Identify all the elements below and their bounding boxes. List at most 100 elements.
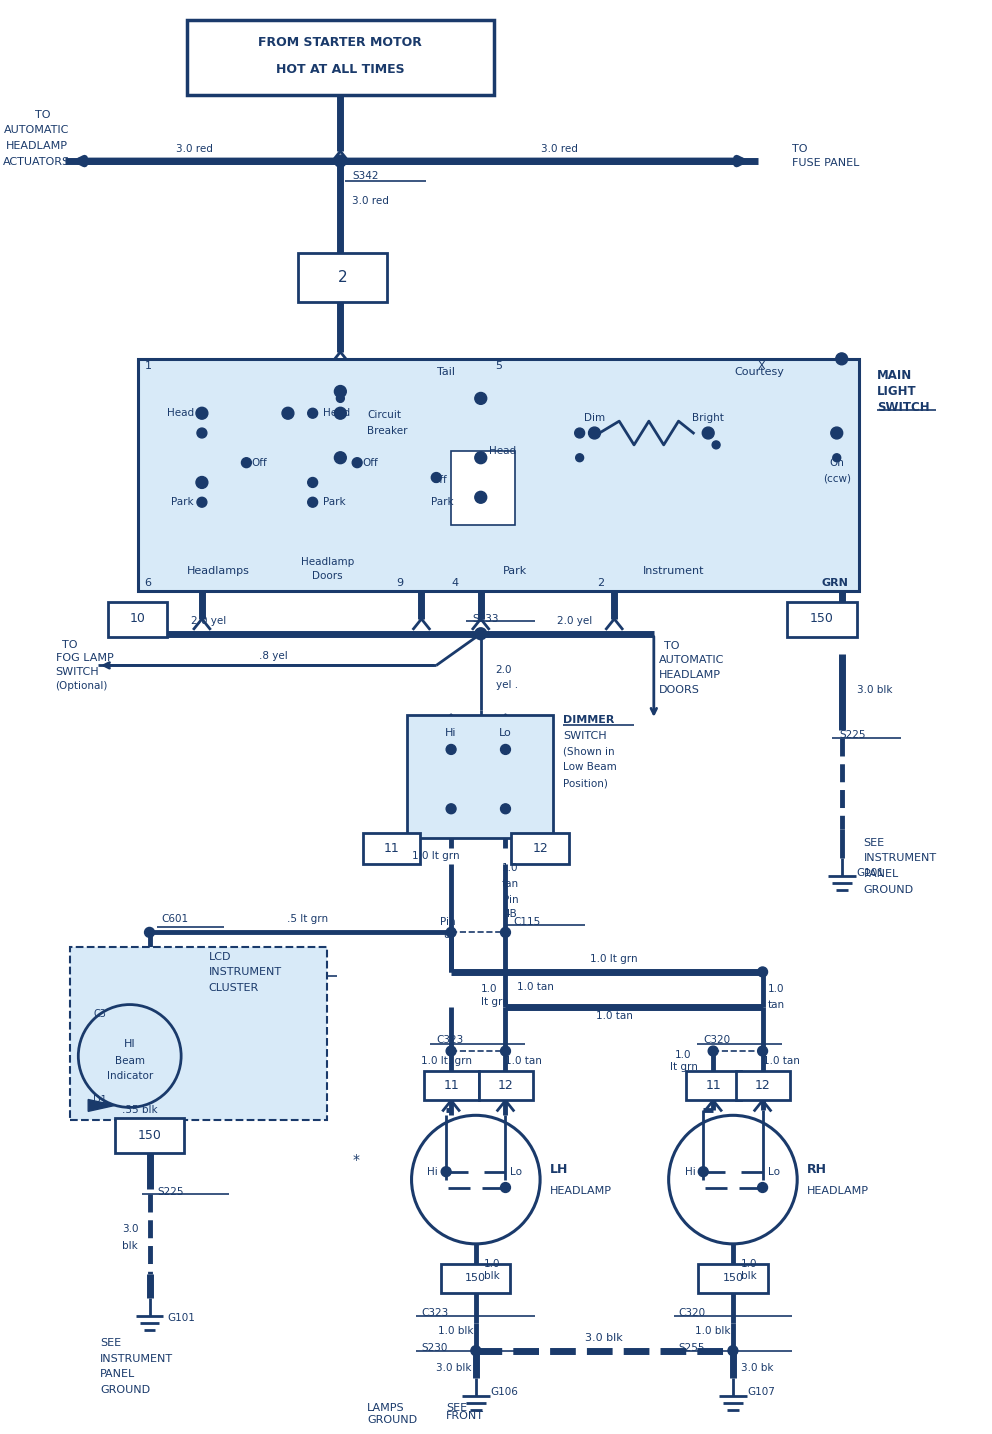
Text: 8F: 8F <box>443 931 456 941</box>
Text: 5: 5 <box>496 361 503 371</box>
Text: 150: 150 <box>138 1129 162 1141</box>
Bar <box>425 1071 479 1100</box>
Text: 2: 2 <box>597 578 604 588</box>
Circle shape <box>334 407 346 419</box>
Text: Park: Park <box>432 498 454 508</box>
Text: S333: S333 <box>473 614 499 624</box>
Text: C3: C3 <box>93 1010 106 1020</box>
Text: Doors: Doors <box>312 571 343 581</box>
Circle shape <box>475 393 487 404</box>
Circle shape <box>196 476 208 489</box>
Text: .8 yel: .8 yel <box>259 651 288 661</box>
Text: Circuit: Circuit <box>367 410 401 420</box>
Text: Off: Off <box>432 476 447 486</box>
Circle shape <box>196 407 208 419</box>
Text: (Shown in: (Shown in <box>562 747 614 756</box>
Text: 2.0: 2.0 <box>496 665 512 675</box>
Text: 150: 150 <box>465 1273 486 1283</box>
Circle shape <box>145 928 155 938</box>
Text: INSTRUMENT: INSTRUMENT <box>100 1354 174 1364</box>
Circle shape <box>698 1167 708 1177</box>
Text: HI: HI <box>124 1040 136 1050</box>
Text: Position): Position) <box>562 779 608 789</box>
Text: Pin: Pin <box>440 916 456 926</box>
Circle shape <box>432 473 441 482</box>
Text: DIMMER: DIMMER <box>562 714 614 724</box>
Text: HEADLAMP: HEADLAMP <box>659 670 721 680</box>
Text: 3.0 blk: 3.0 blk <box>436 1364 472 1374</box>
Text: DOORS: DOORS <box>659 685 699 695</box>
Circle shape <box>728 1345 738 1355</box>
Text: 1.0 tan: 1.0 tan <box>596 1011 633 1021</box>
Text: .5 lt grn: .5 lt grn <box>287 913 328 923</box>
Text: TO: TO <box>35 109 51 119</box>
Text: LAMPS: LAMPS <box>367 1402 405 1412</box>
Bar <box>788 602 856 637</box>
Text: 3.0: 3.0 <box>122 1225 138 1235</box>
Text: .35 blk: .35 blk <box>122 1106 158 1116</box>
Text: G101: G101 <box>856 868 885 878</box>
Circle shape <box>501 1183 511 1193</box>
Text: CLUSTER: CLUSTER <box>209 982 259 992</box>
Text: Head: Head <box>489 446 516 456</box>
Text: G101: G101 <box>168 1314 195 1324</box>
Text: HEADLAMP: HEADLAMP <box>550 1186 612 1196</box>
Text: AUTOMATIC: AUTOMATIC <box>659 655 724 665</box>
Text: *: * <box>352 1153 359 1167</box>
Circle shape <box>758 1183 768 1193</box>
Circle shape <box>308 478 317 488</box>
Text: Lo: Lo <box>499 727 512 737</box>
Text: PANEL: PANEL <box>100 1369 135 1380</box>
Text: Head: Head <box>322 409 349 419</box>
Text: Pin: Pin <box>503 895 518 905</box>
Text: 2: 2 <box>337 270 347 285</box>
Text: (Optional): (Optional) <box>56 681 108 691</box>
Text: HEADLAMP: HEADLAMP <box>6 141 67 151</box>
Text: C320: C320 <box>679 1308 705 1318</box>
Text: HOT AT ALL TIMES: HOT AT ALL TIMES <box>276 63 405 76</box>
Text: 1.0 blk: 1.0 blk <box>438 1326 474 1336</box>
Text: 12: 12 <box>533 842 548 855</box>
Text: S230: S230 <box>422 1342 447 1352</box>
Circle shape <box>708 1045 718 1055</box>
Circle shape <box>441 1167 451 1177</box>
Text: 1.0: 1.0 <box>768 984 784 994</box>
Text: 3.0 red: 3.0 red <box>352 195 389 205</box>
Bar <box>441 1263 511 1293</box>
Text: LIGHT: LIGHT <box>877 384 917 399</box>
Circle shape <box>475 628 487 640</box>
Text: 12: 12 <box>755 1080 771 1093</box>
Text: 150: 150 <box>810 612 834 625</box>
Text: G107: G107 <box>748 1387 776 1397</box>
Circle shape <box>446 928 456 938</box>
Circle shape <box>446 1045 456 1055</box>
Text: 1.0 lt grn: 1.0 lt grn <box>413 852 460 862</box>
Text: 3.0 blk: 3.0 blk <box>585 1332 623 1342</box>
Circle shape <box>197 429 207 437</box>
Text: TO: TO <box>62 640 78 650</box>
Text: GROUND: GROUND <box>863 885 914 895</box>
Circle shape <box>758 967 768 977</box>
Circle shape <box>501 1045 511 1055</box>
Bar <box>298 252 387 303</box>
Text: 3.0 blk: 3.0 blk <box>856 685 892 695</box>
Text: 6: 6 <box>145 578 152 588</box>
Text: Lo: Lo <box>768 1167 780 1177</box>
Text: yel .: yel . <box>496 680 518 690</box>
Text: (ccw): (ccw) <box>822 473 851 483</box>
Bar <box>70 948 327 1120</box>
Text: C323: C323 <box>422 1308 448 1318</box>
Text: INSTRUMENT: INSTRUMENT <box>863 853 936 863</box>
Circle shape <box>334 452 346 463</box>
Text: Hi: Hi <box>428 1167 438 1177</box>
Text: TO: TO <box>664 641 680 651</box>
Text: 1.0
lt grn: 1.0 lt grn <box>670 1050 697 1071</box>
Text: FROM STARTER MOTOR: FROM STARTER MOTOR <box>258 36 423 49</box>
Bar <box>115 1119 185 1153</box>
Text: 1: 1 <box>145 361 152 371</box>
Text: blk: blk <box>741 1272 757 1282</box>
Circle shape <box>831 427 842 439</box>
Circle shape <box>197 498 207 508</box>
Text: Courtesy: Courtesy <box>735 367 785 377</box>
Text: RH: RH <box>807 1163 827 1176</box>
